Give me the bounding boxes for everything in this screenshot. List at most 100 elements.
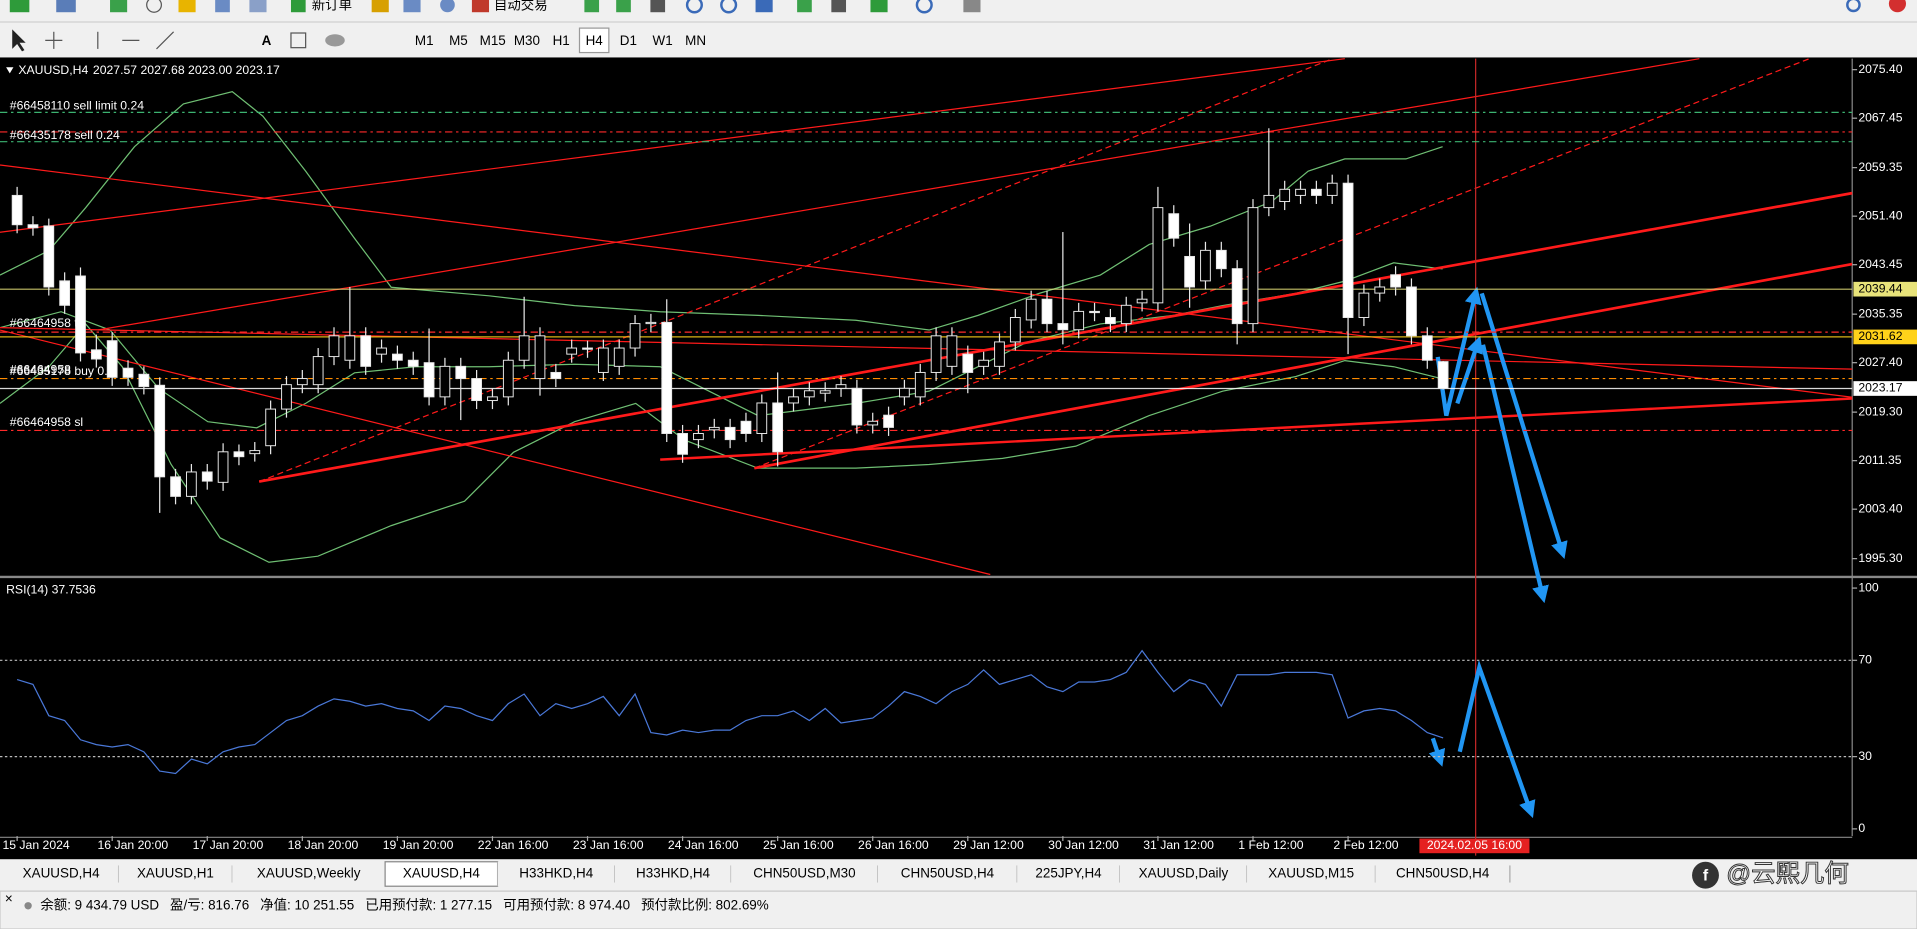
tab-label[interactable]: XAUUSD,Daily [1139, 866, 1229, 881]
candle-body [1374, 286, 1386, 294]
tab-label[interactable]: XAUUSD,H1 [137, 866, 214, 881]
candle-body [946, 335, 958, 367]
tab-label[interactable]: XAUUSD,Weekly [257, 866, 361, 881]
status-value: 1 277.15 [440, 897, 492, 912]
tab[interactable] [1375, 861, 1510, 887]
price-box [1853, 329, 1917, 345]
x-tick-label: 17 Jan 20:00 [193, 838, 264, 852]
tab[interactable] [3, 861, 119, 887]
icon[interactable] [685, 0, 703, 14]
icon[interactable] [178, 0, 196, 13]
candle-body [661, 321, 673, 434]
tab-label[interactable]: CHN50USD,H4 [901, 866, 995, 881]
new-order-button[interactable]: 新订单 [312, 0, 352, 13]
candle-body [582, 347, 593, 350]
tab[interactable] [232, 861, 386, 887]
icon[interactable] [215, 0, 230, 13]
tab-label[interactable]: XAUUSD,M15 [1268, 866, 1354, 881]
icon[interactable] [249, 0, 267, 13]
timeframe-button[interactable]: M30 [514, 33, 540, 48]
search-icon[interactable] [1846, 0, 1861, 13]
x-tick-label: 19 Jan 20:00 [383, 838, 454, 852]
tab[interactable] [1017, 861, 1120, 887]
tab-label[interactable]: XAUUSD,H4 [23, 866, 100, 881]
candle-body [1120, 304, 1132, 325]
icon[interactable] [584, 0, 600, 13]
crosshair-box [1419, 838, 1530, 854]
tab[interactable] [1247, 861, 1376, 887]
icon[interactable] [146, 0, 162, 13]
tab[interactable] [497, 861, 615, 887]
icon[interactable] [797, 0, 812, 13]
timeframe-button[interactable]: M5 [449, 33, 468, 48]
tab-label[interactable]: H33HKD,H4 [519, 866, 593, 881]
tab[interactable] [614, 861, 732, 887]
cursor-tool[interactable] [12, 29, 26, 52]
trend-tool[interactable] [156, 31, 175, 50]
autotrade-button[interactable]: 自动交易 [494, 0, 548, 13]
y-tick-label: 2027.40 [1858, 355, 1902, 369]
tab-label[interactable]: XAUUSD,H4 [403, 866, 480, 881]
timeframe-button[interactable]: W1 [653, 33, 673, 48]
icon[interactable] [831, 0, 847, 13]
candle-body [756, 402, 768, 434]
tab[interactable] [1119, 861, 1248, 887]
timeframe-button[interactable]: M15 [480, 33, 506, 48]
candle-body [899, 387, 910, 398]
x-tick-label: 1 Feb 12:00 [1238, 838, 1303, 852]
tab-label[interactable]: CHN50USD,M30 [753, 866, 855, 881]
timeframe-button[interactable]: H4 [586, 33, 604, 48]
tab-label[interactable]: CHN50USD,H4 [1396, 866, 1490, 881]
tab[interactable] [877, 861, 1018, 887]
close-icon[interactable]: × [5, 891, 13, 906]
text-tool[interactable]: A [262, 33, 272, 48]
icon[interactable] [371, 0, 389, 13]
tab[interactable] [731, 861, 878, 887]
icon[interactable] [440, 0, 455, 13]
candle-body [819, 390, 831, 394]
candle-body [1263, 194, 1275, 209]
tab[interactable] [118, 861, 233, 887]
icon[interactable] [110, 0, 128, 13]
tab-label[interactable]: H33HKD,H4 [636, 866, 710, 881]
x-tick-label: 30 Jan 12:00 [1048, 838, 1119, 852]
timeframe-button[interactable]: H1 [553, 33, 570, 48]
order-label: #66458110 sell limit 0.24 [10, 99, 144, 113]
candle-body [1215, 249, 1227, 270]
candle-body [708, 426, 720, 431]
y-tick-label: 2003.40 [1858, 501, 1902, 515]
candle-body [1073, 310, 1085, 331]
icon[interactable] [755, 0, 773, 13]
timeframe-button[interactable]: M1 [415, 33, 434, 48]
candle-body [1326, 182, 1338, 196]
timeframe-button[interactable]: MN [685, 33, 706, 48]
icon[interactable] [963, 0, 981, 13]
alert-icon[interactable] [1888, 0, 1906, 13]
trend-line [0, 326, 1853, 370]
candle-body [1295, 188, 1306, 196]
icon[interactable] [290, 0, 306, 13]
candle-body [1342, 182, 1354, 318]
icon[interactable] [915, 0, 933, 14]
candle-body [392, 353, 403, 361]
tab-active[interactable] [384, 861, 499, 887]
crosshair-label: 2024.02.05 16:00 [1427, 838, 1522, 852]
icon[interactable] [616, 0, 631, 13]
x-tick-label: 18 Jan 20:00 [288, 838, 359, 852]
icon[interactable] [471, 0, 490, 13]
icon[interactable] [720, 0, 738, 14]
icon[interactable] [403, 0, 421, 13]
label-tool[interactable] [290, 32, 307, 49]
y-tick-label: 2035.35 [1858, 306, 1902, 320]
icon[interactable] [870, 0, 888, 13]
shape-tool[interactable] [325, 34, 345, 47]
icon[interactable] [56, 0, 76, 13]
tab-label[interactable]: 225JPY,H4 [1035, 866, 1102, 881]
candle-body [1025, 298, 1037, 321]
icon[interactable] [9, 0, 30, 13]
status-label: 可用预付款: [503, 897, 574, 912]
timeframe-button[interactable]: D1 [620, 33, 637, 48]
icon[interactable] [650, 0, 666, 13]
toolbar-text: 新订单 自动交易 [312, 0, 548, 13]
